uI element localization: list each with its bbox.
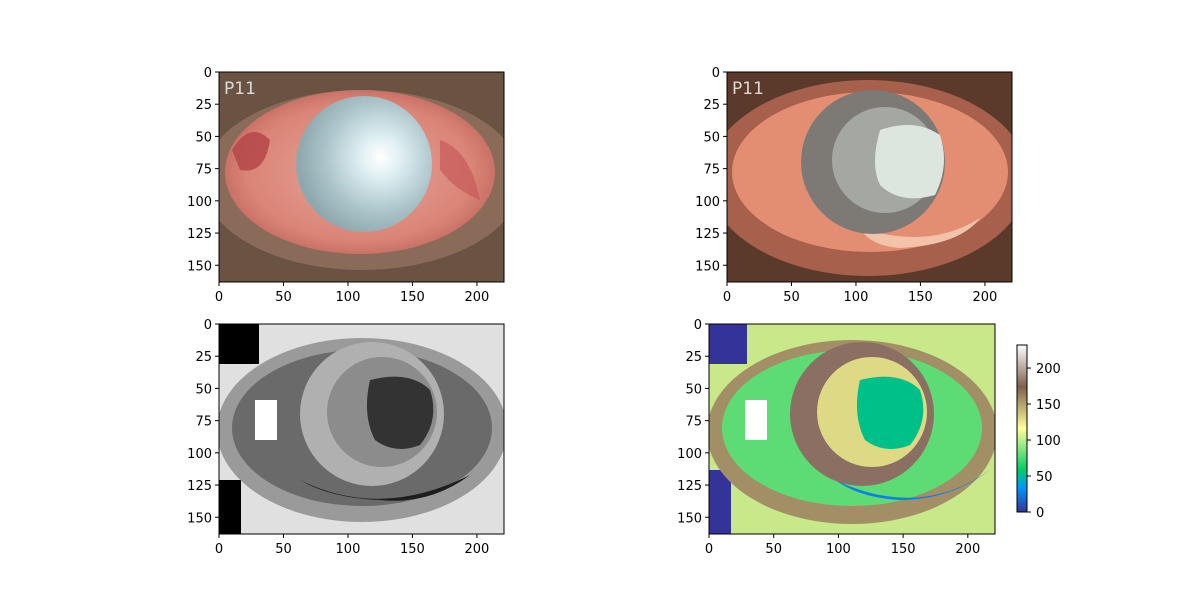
x-tick-label: 200 (465, 290, 490, 305)
y-tick-label: 50 (195, 130, 212, 145)
gray-corner-top (219, 324, 259, 364)
x-tick-label: 200 (465, 542, 490, 557)
y-tick-label: 25 (195, 98, 212, 113)
x-tick-label: 150 (400, 290, 425, 305)
gray-corner-bottom (219, 480, 241, 534)
y-tick-label: 75 (195, 163, 212, 178)
x-tick-label: 0 (705, 542, 713, 557)
gray-white-patch (255, 400, 277, 440)
x-tick-label: 50 (783, 290, 800, 305)
y-tick-label: 50 (703, 130, 720, 145)
x-tick-label: 200 (973, 290, 998, 305)
panel-original-photo: P11 (219, 72, 504, 282)
y-tick-label: 125 (187, 479, 212, 494)
y-tick-label: 0 (712, 66, 720, 81)
y-tick-label: 150 (677, 511, 702, 526)
x-tick-label: 200 (955, 542, 980, 557)
y-tick-label: 25 (685, 350, 702, 365)
colorbar-tick-label: 150 (1036, 398, 1061, 413)
y-tick-label: 75 (685, 415, 702, 430)
y-tick-label: 25 (703, 98, 720, 113)
gray-center (366, 376, 434, 449)
vessels (232, 132, 270, 171)
panel-label-terrain (709, 324, 995, 534)
y-tick-label: 150 (187, 259, 212, 274)
watermark-label: P11 (224, 79, 256, 99)
region-lower-band (860, 218, 980, 248)
x-tick-label: 50 (765, 542, 782, 557)
colorbar-tick-label: 100 (1036, 434, 1061, 449)
watermark-label-2: P11 (732, 79, 764, 99)
panel-label-gray (219, 324, 504, 534)
colorbar (1016, 344, 1028, 513)
axis-ticks: 0 50 100 150 200 0 25 50 75 100 125 150 0 50 100 150 200… (187, 66, 1061, 557)
y-tick-label: 50 (685, 382, 702, 397)
axes-frame-3 (218, 323, 505, 535)
terrain-white-patch (745, 400, 767, 440)
y-tick-label: 75 (703, 163, 720, 178)
axes-frame-1 (218, 71, 505, 283)
y-tick-label: 75 (195, 415, 212, 430)
axes-frame-2 (726, 71, 1013, 283)
x-tick-label: 100 (336, 542, 361, 557)
terrain-center (856, 376, 924, 449)
y-tick-label: 125 (187, 227, 212, 242)
x-tick-label: 50 (275, 542, 292, 557)
x-tick-label: 50 (275, 290, 292, 305)
x-tick-label: 150 (400, 542, 425, 557)
y-tick-label: 100 (187, 195, 212, 210)
y-tick-label: 0 (694, 318, 702, 333)
x-tick-label: 150 (908, 290, 933, 305)
x-tick-label: 0 (215, 542, 223, 557)
y-tick-label: 50 (195, 382, 212, 397)
x-tick-label: 0 (723, 290, 731, 305)
x-tick-label: 0 (215, 290, 223, 305)
x-tick-label: 100 (844, 290, 869, 305)
y-tick-label: 0 (204, 66, 212, 81)
x-tick-label: 100 (826, 542, 851, 557)
axes-frame-4 (708, 323, 996, 535)
panel-color-quantized: P11 (727, 72, 1012, 282)
colorbar-tick-label: 0 (1036, 506, 1044, 521)
cataract-pupil (296, 96, 432, 232)
colorbar-tick-label: 200 (1036, 362, 1061, 377)
region-center (875, 125, 944, 199)
terrain-corner-top (709, 324, 747, 364)
y-tick-label: 150 (187, 511, 212, 526)
gray-lower-dark (300, 475, 470, 501)
y-tick-label: 100 (677, 447, 702, 462)
terrain-corner-bottom (709, 470, 731, 534)
x-tick-label: 150 (891, 542, 916, 557)
colorbar-tick-label: 50 (1036, 470, 1053, 485)
x-tick-label: 100 (336, 290, 361, 305)
y-tick-label: 125 (695, 227, 720, 242)
y-tick-label: 25 (195, 350, 212, 365)
vessels-right (440, 140, 480, 200)
y-tick-label: 100 (695, 195, 720, 210)
y-tick-label: 100 (187, 447, 212, 462)
y-tick-label: 0 (204, 318, 212, 333)
y-tick-label: 150 (695, 259, 720, 274)
y-tick-label: 125 (677, 479, 702, 494)
